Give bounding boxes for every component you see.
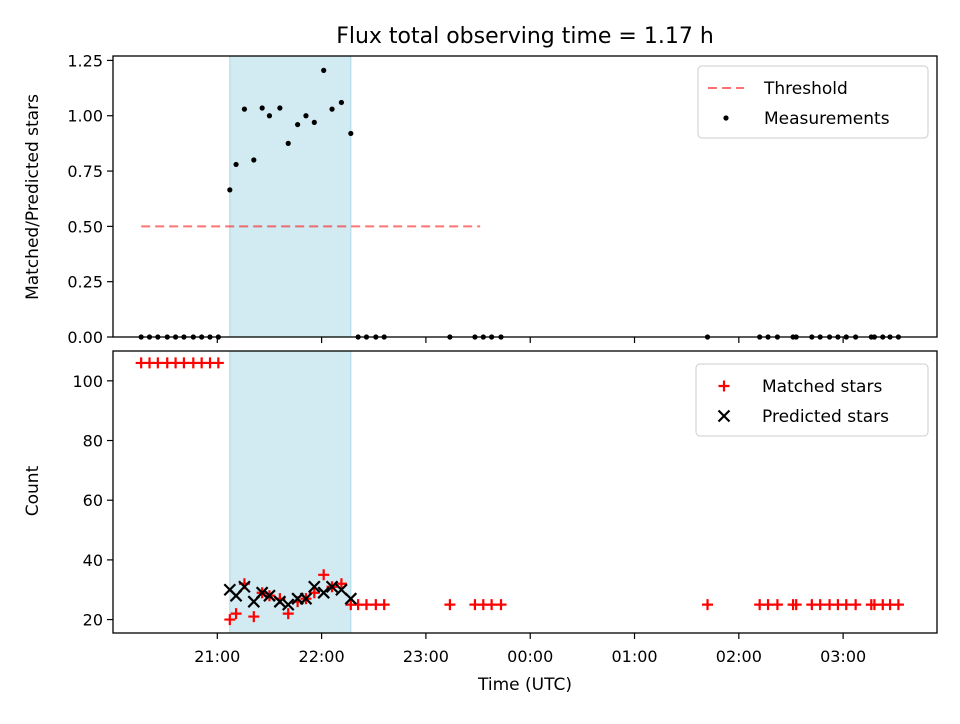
- predicted-star-point: [263, 589, 276, 602]
- legend-label: Measurements: [764, 109, 890, 129]
- y-tick-label: 0.50: [67, 217, 103, 236]
- measurement-point: [259, 105, 265, 111]
- matched-star-point: [771, 599, 783, 611]
- measurement-point: [295, 121, 301, 128]
- measurement-point: [251, 157, 257, 163]
- predicted-star-point: [344, 592, 358, 605]
- matched-star-point: [360, 599, 372, 611]
- matched-star-point: [335, 578, 347, 590]
- legend-box: [697, 65, 929, 139]
- top-ylabel: Matched/Predicted stars: [23, 94, 43, 300]
- predicted-star-point: [317, 586, 330, 599]
- predicted-star-point: [238, 580, 251, 594]
- x-tick-label: 03:00: [820, 647, 866, 666]
- bottom-panel: 20 40 60 80 100 21:00 22:00 23:00 00:00 01:00 02:0…: [72, 350, 938, 666]
- predicted-star-point: [308, 580, 321, 594]
- measurement-point: [277, 105, 283, 111]
- top-panel: 0.00 0.25 0.50 0.75 1.00 1.25 Threshold Measure…: [67, 51, 938, 347]
- observing-window-band: [229, 55, 352, 338]
- predicted-star-point: [325, 580, 339, 594]
- matched-star-point: [850, 599, 862, 611]
- x-tick-label: 02:00: [716, 647, 762, 666]
- y-tick-label: 0.00: [67, 328, 103, 347]
- y-tick-label: 40: [83, 551, 103, 570]
- matched-star-point: [152, 357, 164, 369]
- predicted-star-point: [255, 586, 269, 599]
- x-tick-label: 01:00: [611, 647, 657, 666]
- matched-star-point: [248, 611, 260, 623]
- matched-star-point: [212, 357, 224, 369]
- measurement-point: [266, 113, 273, 119]
- matched-star-point: [840, 599, 852, 611]
- x-tick-label: 21:00: [194, 647, 240, 666]
- legend-measurement-swatch: [723, 115, 729, 121]
- matched-star-point: [282, 608, 294, 620]
- y-tick-label: 80: [83, 432, 103, 451]
- x-tick-label: 22:00: [299, 647, 345, 666]
- measurement-point: [321, 67, 327, 73]
- matched-star-point: [318, 569, 330, 581]
- y-tick-label: 60: [83, 491, 103, 510]
- legend-box: [695, 363, 929, 437]
- predicted-star-point: [281, 598, 295, 611]
- predicted-star-point: [335, 583, 348, 597]
- measurement-point: [241, 106, 248, 112]
- matched-star-point: [230, 608, 242, 620]
- legend-matched-swatch: [718, 380, 730, 392]
- measurement-point: [329, 106, 335, 112]
- measurement-point: [233, 161, 239, 168]
- y-tick-label: 20: [83, 611, 103, 630]
- measurement-point: [303, 113, 309, 119]
- axes-frame: [112, 350, 938, 634]
- y-tick-label: 1.25: [67, 51, 103, 70]
- matched-star-point: [378, 599, 390, 611]
- y-tick-label: 100: [72, 372, 103, 391]
- legend-predicted-swatch: [717, 409, 731, 423]
- matched-star-point: [762, 599, 774, 611]
- predicted-star-point: [299, 592, 313, 605]
- x-axis-label: Time (UTC): [477, 675, 572, 695]
- predicted-star-point: [273, 595, 287, 608]
- y-tick-label: 0.75: [67, 162, 103, 181]
- measurement-point: [227, 187, 233, 193]
- matched-star-point: [495, 599, 507, 611]
- legend-label: Matched stars: [762, 377, 882, 397]
- matched-star-point: [790, 599, 802, 611]
- matched-star-point: [892, 599, 904, 611]
- measurement-point: [285, 140, 291, 146]
- legend-label: Predicted stars: [762, 407, 889, 427]
- bottom-ylabel: Count: [23, 465, 43, 516]
- matched-star-point: [814, 599, 826, 611]
- axes-frame: [112, 55, 938, 338]
- measurement-point: [311, 119, 317, 125]
- matched-star-point: [444, 599, 456, 611]
- x-tick-label: 23:00: [403, 647, 449, 666]
- y-tick-label: 1.00: [67, 107, 103, 126]
- measurement-point: [348, 130, 354, 137]
- y-tick-label: 0.25: [67, 273, 103, 292]
- measurement-point: [338, 99, 345, 106]
- x-tick-label: 00:00: [507, 647, 553, 666]
- chart-title: Flux total observing time = 1.17 h: [336, 24, 714, 49]
- legend-label: Threshold: [763, 79, 848, 99]
- matched-star-point: [702, 599, 714, 611]
- matched-star-point: [486, 599, 498, 611]
- matched-star-point: [224, 614, 236, 626]
- matched-star-point: [178, 357, 190, 369]
